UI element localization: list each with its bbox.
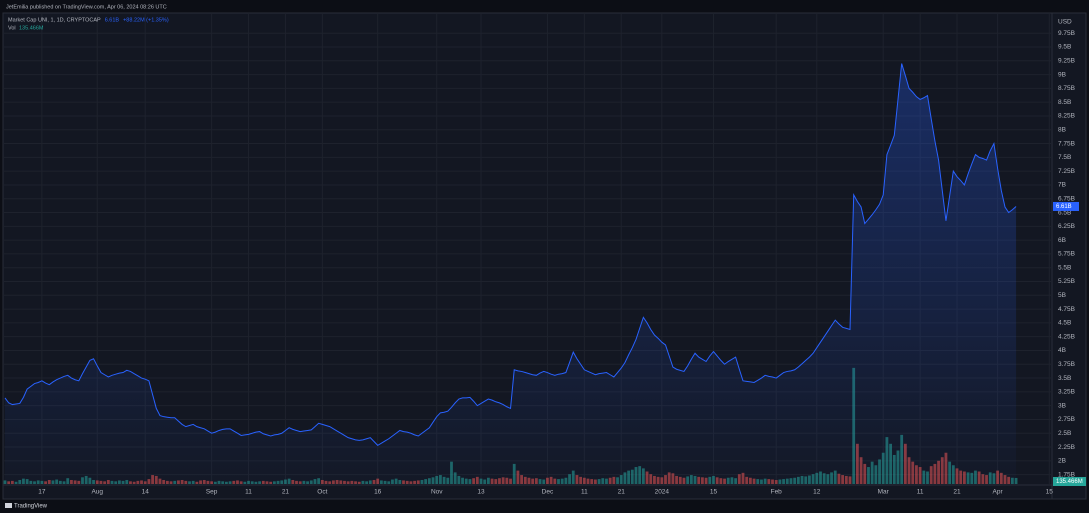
last-volume-label: 135.466M [1056,479,1083,485]
y-tick-label: 9.25B [1058,58,1075,65]
y-tick-label: 1.75B [1058,471,1075,478]
y-tick-label: 2.5B [1058,430,1071,437]
last-price-box [1053,201,1079,211]
y-tick-label: 5.5B [1058,264,1071,271]
y-tick-label: 5B [1058,292,1066,299]
x-tick-label: 14 [142,489,150,496]
y-tick-label: 7B [1058,182,1066,189]
y-tick-label: 2.25B [1058,444,1075,451]
logo-icon [5,503,12,508]
y-tick-label: 3.25B [1058,389,1075,396]
x-tick-label: 11 [917,489,924,496]
axes: 9.75B 9.5B 9.25B 9B 8.75B 8.5B 8.25B 8B 7.75B 7.5… [38,30,1086,496]
x-tick-label: Nov [431,489,443,496]
x-tick-label: Sep [206,489,218,496]
y-tick-label: 9.5B [1058,44,1071,51]
x-tick-label: 21 [953,489,961,496]
y-tick-label: 5.25B [1058,278,1075,285]
y-tick-label: 9.75B [1058,30,1075,37]
y-tick-label: 8.25B [1058,113,1075,120]
x-tick-label: Oct [317,489,327,496]
y-tick-label: 4.5B [1058,320,1071,327]
x-tick-label: Aug [91,489,103,496]
x-tick-label: Mar [878,489,890,496]
x-tick-label: Apr [993,489,1004,496]
y-tick-label: 7.75B [1058,140,1075,147]
last-volume-box [1053,477,1086,486]
x-tick-label: 2024 [655,489,670,496]
y-tick-label: 7.5B [1058,154,1071,161]
y-tick-label: 6B [1058,237,1066,244]
x-tick-label: 21 [282,489,290,496]
y-tick-label: 3.5B [1058,375,1071,382]
y-tick-label: 4B [1058,347,1066,354]
y-tick-label: 8B [1058,126,1066,133]
currency: USD [1058,19,1072,26]
x-tick-label: 16 [374,489,382,496]
x-tick-label: 11 [245,489,252,496]
price-area [4,63,1017,485]
x-tick-label: Feb [771,489,783,496]
y-tick-label: 6.25B [1058,223,1075,230]
x-tick-label: 13 [477,489,485,496]
last-price-label: 6.61B [1056,204,1072,210]
y-tick-label: 9B [1058,71,1066,78]
legend-value: 6.61B [105,17,120,23]
y-tick-label: 2.75B [1058,416,1075,423]
header: JetEmilia published on TradingView.com, … [6,4,167,10]
y-tick-label: 8.5B [1058,99,1071,106]
footer-logo: TradingView [5,503,48,510]
y-tick-label: 7.25B [1058,168,1075,175]
y-tick-label: 2B [1058,458,1066,465]
y-tick-label: 3.75B [1058,361,1075,368]
footer: TradingView [14,504,48,510]
legend-name: Market Cap UNI, 1, 1D, CRYPTOCAP [8,17,101,23]
y-tick-label: 8.75B [1058,85,1075,92]
legend-name: Vol [8,25,16,31]
y-tick-label: 5.75B [1058,251,1075,258]
y-tick-label: 3B [1058,402,1066,409]
y-tick-label: 6.5B [1058,209,1071,216]
price-line [4,63,1017,447]
x-tick-label: 15 [710,489,718,496]
x-tick-label: 15 [1046,489,1054,496]
x-tick-label: 11 [581,489,588,496]
x-tick-label: 17 [38,489,46,496]
legend-value: 135.466M [19,25,44,31]
y-tick-label: 4.75B [1058,306,1075,313]
price-area-fill [5,63,1017,485]
x-tick-label: 21 [618,489,626,496]
y-tick-label: 6.75B [1058,195,1075,202]
x-tick-label: Dec [542,489,554,496]
x-tick-label: 12 [813,489,821,496]
legend-change: +88.22M (+1.35%) [123,17,169,23]
y-tick-label: 4.25B [1058,333,1075,340]
